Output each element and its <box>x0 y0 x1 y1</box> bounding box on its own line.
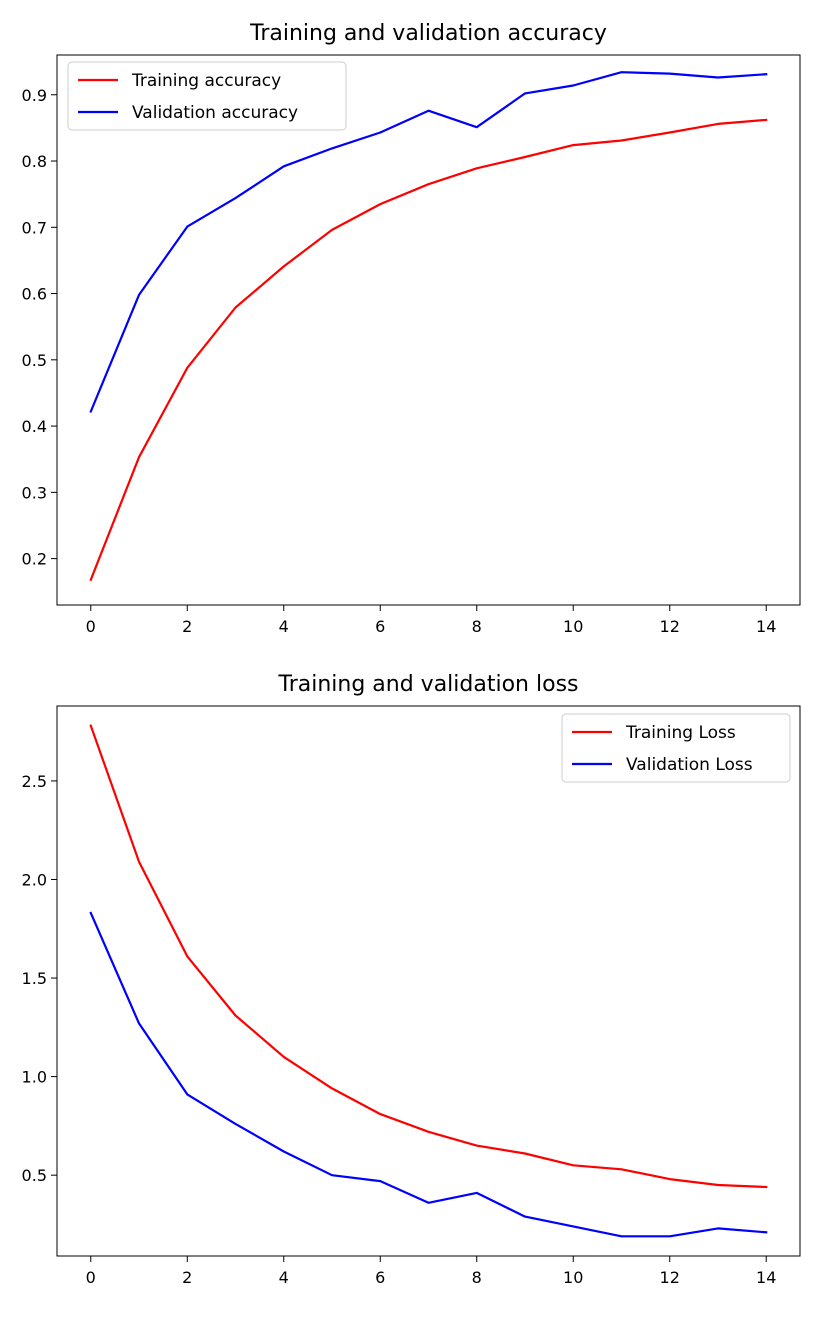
x-tick-label: 12 <box>660 617 680 636</box>
plot-frame <box>56 54 801 606</box>
x-tick-label: 0 <box>86 617 96 636</box>
legend-box <box>67 61 347 131</box>
y-tick-label: 0.8 <box>22 152 47 171</box>
series-line-training-accuracy <box>89 118 768 582</box>
x-tick-label: 14 <box>756 1268 776 1287</box>
x-tick-label: 6 <box>375 617 385 636</box>
y-tick-label: 0.4 <box>22 417 47 436</box>
plot-frame <box>56 705 801 1257</box>
y-tick-label: 1.5 <box>22 969 47 988</box>
x-tick-label: 12 <box>660 1268 680 1287</box>
chart-0: Training and validation accuracy 0 2 4 6 8 10 1… <box>22 21 801 636</box>
series-line-validation-loss <box>89 911 768 1238</box>
y-tick-label: 0.5 <box>22 351 47 370</box>
legend-label: Training accuracy <box>131 71 281 91</box>
legend: Training Loss Validation Loss <box>561 713 791 783</box>
x-tick-label: 8 <box>472 1268 482 1287</box>
y-tick-label: 0.3 <box>22 483 47 502</box>
y-tick-label: 0.7 <box>22 218 47 237</box>
chart-1: Training and validation loss 0 2 4 6 8 10 12 14 0… <box>22 672 801 1287</box>
x-tick-label: 4 <box>279 617 289 636</box>
x-tick-label: 10 <box>563 617 583 636</box>
x-tick-label: 0 <box>86 1268 96 1287</box>
chart-title: Training and validation accuracy <box>249 21 607 46</box>
legend-label: Validation Loss <box>626 755 753 775</box>
y-tick-label: 0.5 <box>22 1166 47 1185</box>
x-tick-label: 6 <box>375 1268 385 1287</box>
series-line-validation-accuracy <box>89 71 768 413</box>
chart-title: Training and validation loss <box>278 672 579 697</box>
x-tick-label: 2 <box>182 617 192 636</box>
y-tick-label: 2.0 <box>22 870 47 889</box>
legend-label: Validation accuracy <box>132 103 298 123</box>
y-tick-label: 2.5 <box>22 772 47 791</box>
x-tick-label: 4 <box>279 1268 289 1287</box>
y-tick-label: 0.9 <box>22 86 47 105</box>
x-tick-label: 2 <box>182 1268 192 1287</box>
x-tick-label: 8 <box>472 617 482 636</box>
legend: Training accuracy Validation accuracy <box>67 61 347 131</box>
y-tick-label: 0.2 <box>22 550 47 569</box>
y-tick-label: 0.6 <box>22 285 47 304</box>
x-tick-label: 10 <box>563 1268 583 1287</box>
y-tick-label: 1.0 <box>22 1068 47 1087</box>
series-line-training-loss <box>89 724 768 1189</box>
x-tick-label: 14 <box>756 617 776 636</box>
legend-box <box>561 713 791 783</box>
legend-label: Training Loss <box>625 723 736 743</box>
